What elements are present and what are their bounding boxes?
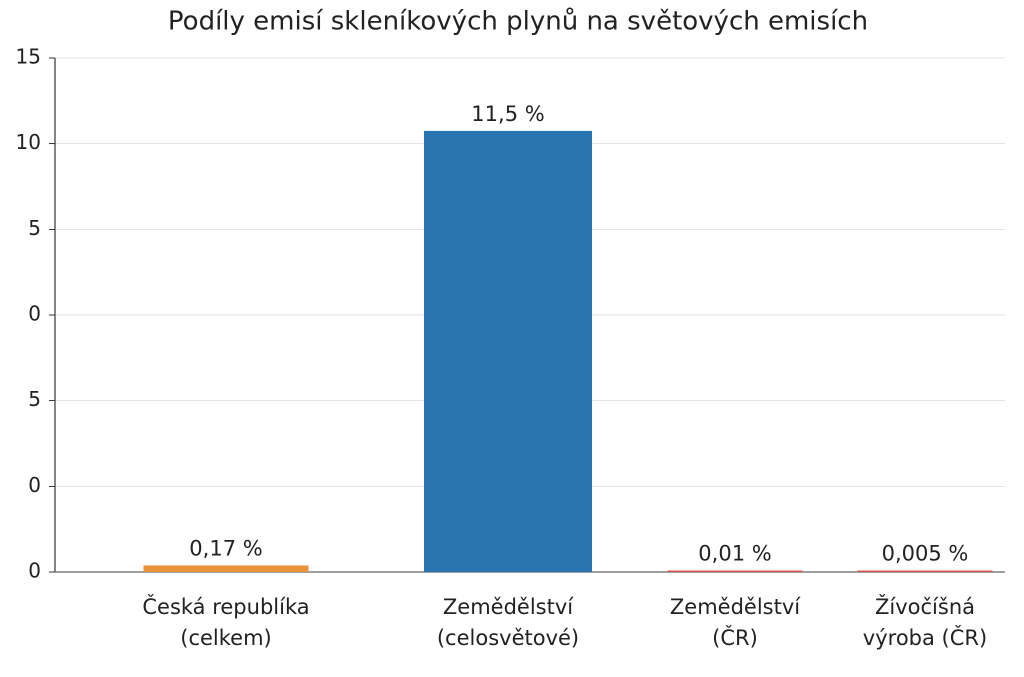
x-tick-label: Zemědělství (ČR)	[670, 595, 801, 650]
bar	[667, 570, 803, 572]
x-tick-label: Žívočíšná výroba (ČR)	[863, 594, 987, 650]
y-tick-label: 10	[16, 130, 41, 154]
x-tick-label: Zemědělství (celosvětové)	[437, 595, 579, 650]
x-tick-label-line: (celkem)	[180, 626, 271, 650]
x-tick-label-line: Zemědělství	[670, 595, 801, 619]
bar	[424, 130, 592, 572]
bar	[857, 570, 993, 572]
y-tick-label: 5	[28, 216, 41, 240]
x-tick-label-line: Zemědělství	[443, 595, 574, 619]
x-tick-label-line: Žívočíšná	[875, 594, 975, 619]
value-label: 0,17 %	[189, 536, 262, 560]
chart-title: Podíly emisí skleníkových plynů na světo…	[168, 7, 868, 37]
x-tick-label-line: výroba (ČR)	[863, 625, 987, 650]
y-tick-label: 5	[28, 387, 41, 411]
y-tick-label: 0	[28, 302, 41, 326]
x-tick-label-line: (celosvětové)	[437, 626, 579, 650]
value-label: 0,005 %	[882, 542, 969, 566]
value-label: 11,5 %	[471, 102, 544, 126]
bar	[143, 565, 309, 572]
y-tick-label: 15	[16, 45, 41, 69]
x-tick-label-line: (ČR)	[712, 625, 758, 650]
x-tick-label: Česká republíka (celkem)	[142, 594, 309, 650]
y-tick-label: 0	[28, 559, 41, 583]
x-tick-label-line: Česká republíka	[142, 594, 309, 619]
value-label: 0,01 %	[698, 542, 771, 566]
y-tick-label: 0	[28, 473, 41, 497]
